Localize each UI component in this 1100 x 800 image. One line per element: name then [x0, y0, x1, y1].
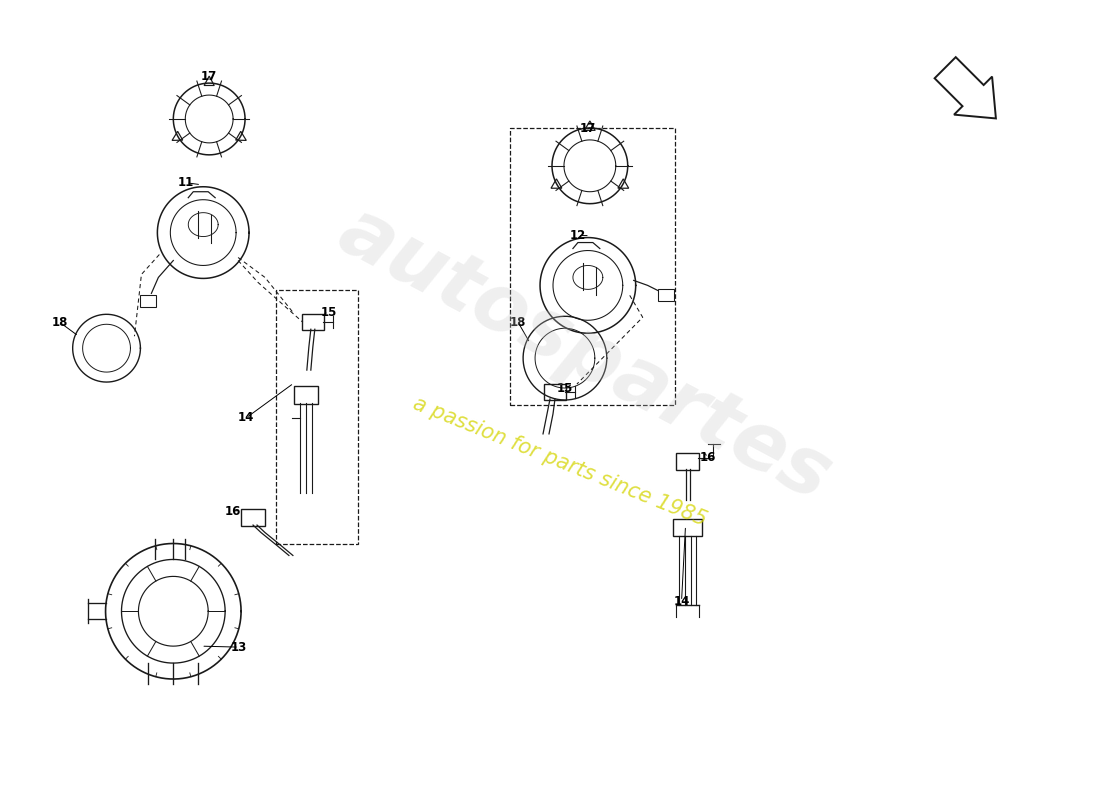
Text: 15: 15 — [320, 306, 337, 319]
Text: 16: 16 — [700, 451, 716, 464]
Text: 14: 14 — [238, 411, 254, 425]
Text: a passion for parts since 1985: a passion for parts since 1985 — [410, 394, 710, 530]
Text: 17: 17 — [580, 122, 596, 135]
Text: autospartes: autospartes — [326, 193, 844, 518]
Text: 14: 14 — [673, 594, 690, 608]
Text: 18: 18 — [52, 316, 68, 329]
Text: 13: 13 — [231, 641, 248, 654]
Text: 17: 17 — [201, 70, 218, 82]
Text: 15: 15 — [557, 382, 573, 394]
Bar — [276, 290, 358, 545]
Text: 11: 11 — [178, 176, 195, 190]
Text: 16: 16 — [224, 505, 241, 518]
Text: 12: 12 — [570, 229, 586, 242]
Text: 18: 18 — [510, 316, 526, 329]
Bar — [510, 128, 674, 405]
